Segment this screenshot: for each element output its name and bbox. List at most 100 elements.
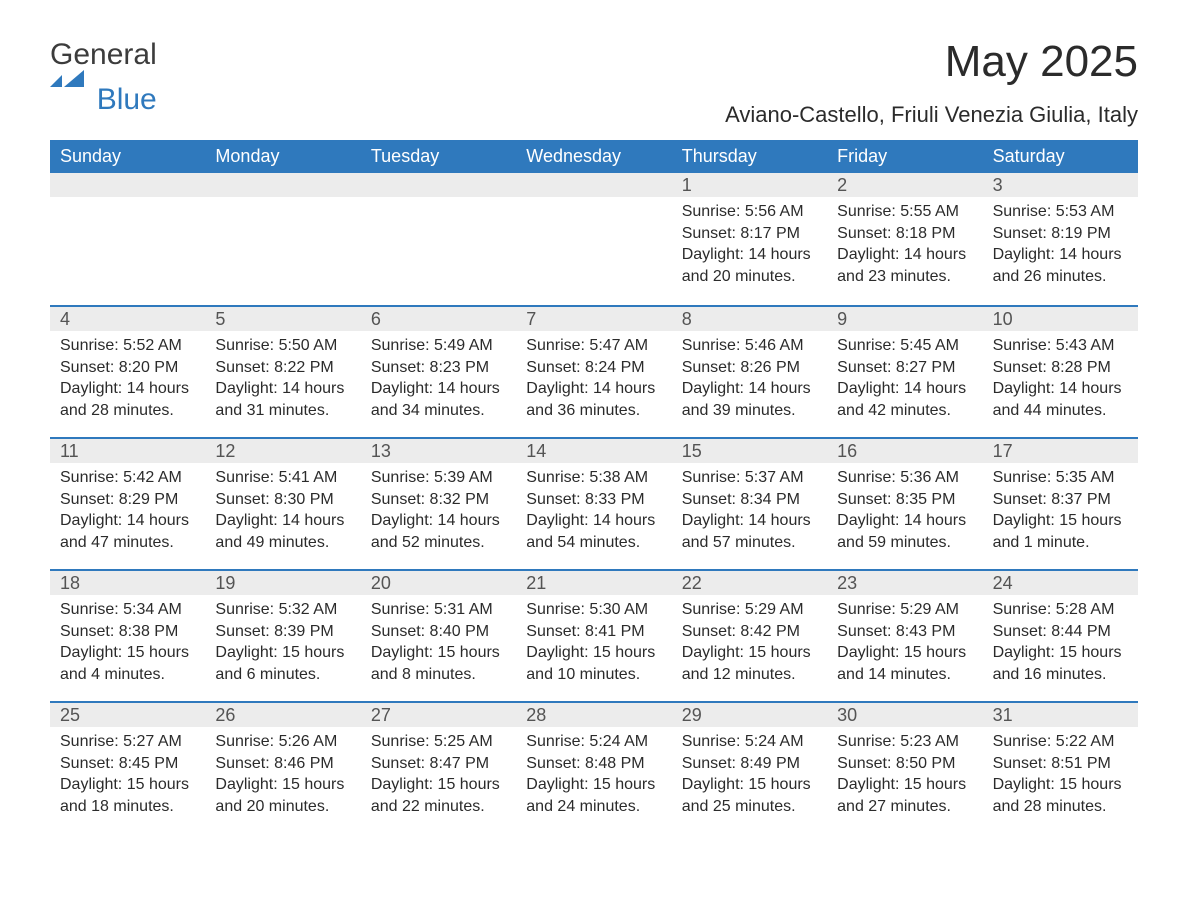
day-of-week-cell: Saturday (983, 140, 1138, 173)
sunrise-text: Sunrise: 5:34 AM (60, 599, 195, 621)
sunrise-text: Sunrise: 5:32 AM (215, 599, 350, 621)
calendar-day-cell (50, 173, 205, 305)
calendar-day-cell: 23Sunrise: 5:29 AMSunset: 8:43 PMDayligh… (827, 571, 982, 701)
sunrise-text: Sunrise: 5:25 AM (371, 731, 506, 753)
sunset-text: Sunset: 8:19 PM (993, 223, 1128, 245)
day-number (516, 173, 671, 197)
daylight-text: Daylight: 14 hours and 20 minutes. (682, 244, 817, 287)
daylight-text: Daylight: 14 hours and 59 minutes. (837, 510, 972, 553)
calendar-week: 18Sunrise: 5:34 AMSunset: 8:38 PMDayligh… (50, 569, 1138, 701)
daylight-text: Daylight: 15 hours and 12 minutes. (682, 642, 817, 685)
calendar-day-cell: 25Sunrise: 5:27 AMSunset: 8:45 PMDayligh… (50, 703, 205, 833)
sunset-text: Sunset: 8:30 PM (215, 489, 350, 511)
calendar-week: 1Sunrise: 5:56 AMSunset: 8:17 PMDaylight… (50, 173, 1138, 305)
calendar-day-cell: 6Sunrise: 5:49 AMSunset: 8:23 PMDaylight… (361, 307, 516, 437)
day-number: 19 (205, 571, 360, 595)
calendar-day-cell: 11Sunrise: 5:42 AMSunset: 8:29 PMDayligh… (50, 439, 205, 569)
calendar-day-cell: 18Sunrise: 5:34 AMSunset: 8:38 PMDayligh… (50, 571, 205, 701)
day-number: 16 (827, 439, 982, 463)
day-details: Sunrise: 5:35 AMSunset: 8:37 PMDaylight:… (983, 463, 1138, 553)
calendar-day-cell: 20Sunrise: 5:31 AMSunset: 8:40 PMDayligh… (361, 571, 516, 701)
sunset-text: Sunset: 8:24 PM (526, 357, 661, 379)
day-number: 17 (983, 439, 1138, 463)
calendar-day-cell: 1Sunrise: 5:56 AMSunset: 8:17 PMDaylight… (672, 173, 827, 305)
sunrise-text: Sunrise: 5:55 AM (837, 201, 972, 223)
daylight-text: Daylight: 15 hours and 22 minutes. (371, 774, 506, 817)
calendar-day-cell: 15Sunrise: 5:37 AMSunset: 8:34 PMDayligh… (672, 439, 827, 569)
calendar-day-cell: 14Sunrise: 5:38 AMSunset: 8:33 PMDayligh… (516, 439, 671, 569)
day-number: 24 (983, 571, 1138, 595)
daylight-text: Daylight: 14 hours and 36 minutes. (526, 378, 661, 421)
day-number: 29 (672, 703, 827, 727)
sunrise-text: Sunrise: 5:27 AM (60, 731, 195, 753)
day-details: Sunrise: 5:23 AMSunset: 8:50 PMDaylight:… (827, 727, 982, 817)
day-number: 15 (672, 439, 827, 463)
calendar-day-cell: 12Sunrise: 5:41 AMSunset: 8:30 PMDayligh… (205, 439, 360, 569)
sunset-text: Sunset: 8:42 PM (682, 621, 817, 643)
calendar-day-cell: 7Sunrise: 5:47 AMSunset: 8:24 PMDaylight… (516, 307, 671, 437)
day-number: 2 (827, 173, 982, 197)
day-number: 25 (50, 703, 205, 727)
sunset-text: Sunset: 8:37 PM (993, 489, 1128, 511)
daylight-text: Daylight: 14 hours and 23 minutes. (837, 244, 972, 287)
calendar-day-cell: 31Sunrise: 5:22 AMSunset: 8:51 PMDayligh… (983, 703, 1138, 833)
calendar-day-cell: 30Sunrise: 5:23 AMSunset: 8:50 PMDayligh… (827, 703, 982, 833)
day-number (205, 173, 360, 197)
calendar-day-cell: 16Sunrise: 5:36 AMSunset: 8:35 PMDayligh… (827, 439, 982, 569)
day-of-week-cell: Monday (205, 140, 360, 173)
sunset-text: Sunset: 8:47 PM (371, 753, 506, 775)
calendar-day-cell: 5Sunrise: 5:50 AMSunset: 8:22 PMDaylight… (205, 307, 360, 437)
day-details: Sunrise: 5:31 AMSunset: 8:40 PMDaylight:… (361, 595, 516, 685)
day-details: Sunrise: 5:24 AMSunset: 8:49 PMDaylight:… (672, 727, 827, 817)
calendar-day-cell: 3Sunrise: 5:53 AMSunset: 8:19 PMDaylight… (983, 173, 1138, 305)
sunrise-text: Sunrise: 5:23 AM (837, 731, 972, 753)
sunset-text: Sunset: 8:27 PM (837, 357, 972, 379)
day-details: Sunrise: 5:29 AMSunset: 8:42 PMDaylight:… (672, 595, 827, 685)
brand-text-bottom: Blue (50, 85, 157, 115)
calendar-day-cell: 8Sunrise: 5:46 AMSunset: 8:26 PMDaylight… (672, 307, 827, 437)
day-number: 30 (827, 703, 982, 727)
sunrise-text: Sunrise: 5:26 AM (215, 731, 350, 753)
day-number: 27 (361, 703, 516, 727)
sunrise-text: Sunrise: 5:24 AM (682, 731, 817, 753)
daylight-text: Daylight: 14 hours and 28 minutes. (60, 378, 195, 421)
day-details: Sunrise: 5:30 AMSunset: 8:41 PMDaylight:… (516, 595, 671, 685)
daylight-text: Daylight: 14 hours and 49 minutes. (215, 510, 350, 553)
sunset-text: Sunset: 8:45 PM (60, 753, 195, 775)
daylight-text: Daylight: 15 hours and 20 minutes. (215, 774, 350, 817)
daylight-text: Daylight: 15 hours and 1 minute. (993, 510, 1128, 553)
sunset-text: Sunset: 8:51 PM (993, 753, 1128, 775)
day-details: Sunrise: 5:24 AMSunset: 8:48 PMDaylight:… (516, 727, 671, 817)
day-number: 12 (205, 439, 360, 463)
day-number: 20 (361, 571, 516, 595)
calendar-day-cell: 13Sunrise: 5:39 AMSunset: 8:32 PMDayligh… (361, 439, 516, 569)
day-details: Sunrise: 5:41 AMSunset: 8:30 PMDaylight:… (205, 463, 360, 553)
calendar-week: 4Sunrise: 5:52 AMSunset: 8:20 PMDaylight… (50, 305, 1138, 437)
sunrise-text: Sunrise: 5:43 AM (993, 335, 1128, 357)
daylight-text: Daylight: 14 hours and 26 minutes. (993, 244, 1128, 287)
day-number: 3 (983, 173, 1138, 197)
day-number: 14 (516, 439, 671, 463)
sunset-text: Sunset: 8:17 PM (682, 223, 817, 245)
daylight-text: Daylight: 14 hours and 52 minutes. (371, 510, 506, 553)
day-details: Sunrise: 5:22 AMSunset: 8:51 PMDaylight:… (983, 727, 1138, 817)
day-of-week-cell: Thursday (672, 140, 827, 173)
day-number: 18 (50, 571, 205, 595)
sunrise-text: Sunrise: 5:36 AM (837, 467, 972, 489)
title-block: May 2025 Aviano-Castello, Friuli Venezia… (725, 40, 1138, 128)
daylight-text: Daylight: 15 hours and 16 minutes. (993, 642, 1128, 685)
calendar-day-cell: 22Sunrise: 5:29 AMSunset: 8:42 PMDayligh… (672, 571, 827, 701)
brand-logo: General Blue (50, 40, 157, 115)
day-number: 23 (827, 571, 982, 595)
day-details: Sunrise: 5:53 AMSunset: 8:19 PMDaylight:… (983, 197, 1138, 287)
day-of-week-cell: Sunday (50, 140, 205, 173)
day-number: 28 (516, 703, 671, 727)
calendar-day-cell: 26Sunrise: 5:26 AMSunset: 8:46 PMDayligh… (205, 703, 360, 833)
sunset-text: Sunset: 8:26 PM (682, 357, 817, 379)
sunrise-text: Sunrise: 5:37 AM (682, 467, 817, 489)
calendar-day-cell: 19Sunrise: 5:32 AMSunset: 8:39 PMDayligh… (205, 571, 360, 701)
day-details: Sunrise: 5:34 AMSunset: 8:38 PMDaylight:… (50, 595, 205, 685)
day-details: Sunrise: 5:55 AMSunset: 8:18 PMDaylight:… (827, 197, 982, 287)
day-number: 4 (50, 307, 205, 331)
calendar-day-cell (205, 173, 360, 305)
